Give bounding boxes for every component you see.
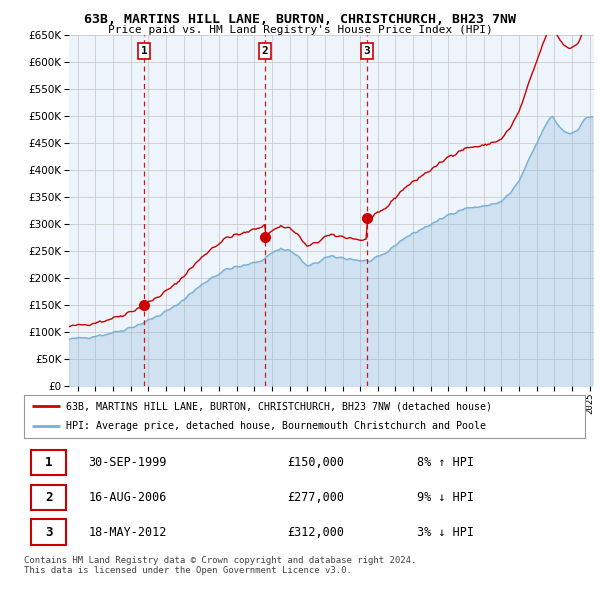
Text: 16-AUG-2006: 16-AUG-2006: [89, 490, 167, 504]
Text: 2: 2: [262, 46, 269, 56]
FancyBboxPatch shape: [31, 484, 66, 510]
Text: 8% ↑ HPI: 8% ↑ HPI: [416, 455, 474, 468]
Text: 3% ↓ HPI: 3% ↓ HPI: [416, 526, 474, 539]
Text: This data is licensed under the Open Government Licence v3.0.: This data is licensed under the Open Gov…: [24, 566, 352, 575]
Text: 3: 3: [45, 526, 52, 539]
Text: 9% ↓ HPI: 9% ↓ HPI: [416, 490, 474, 504]
Text: £150,000: £150,000: [287, 455, 344, 468]
FancyBboxPatch shape: [31, 519, 66, 545]
Text: Price paid vs. HM Land Registry's House Price Index (HPI): Price paid vs. HM Land Registry's House …: [107, 25, 493, 35]
Text: 63B, MARTINS HILL LANE, BURTON, CHRISTCHURCH, BH23 7NW (detached house): 63B, MARTINS HILL LANE, BURTON, CHRISTCH…: [66, 401, 492, 411]
FancyBboxPatch shape: [31, 450, 66, 475]
Text: HPI: Average price, detached house, Bournemouth Christchurch and Poole: HPI: Average price, detached house, Bour…: [66, 421, 486, 431]
Text: £312,000: £312,000: [287, 526, 344, 539]
Text: Contains HM Land Registry data © Crown copyright and database right 2024.: Contains HM Land Registry data © Crown c…: [24, 556, 416, 565]
Text: 30-SEP-1999: 30-SEP-1999: [89, 455, 167, 468]
Text: 1: 1: [140, 46, 148, 56]
Text: 63B, MARTINS HILL LANE, BURTON, CHRISTCHURCH, BH23 7NW: 63B, MARTINS HILL LANE, BURTON, CHRISTCH…: [84, 13, 516, 26]
Text: 3: 3: [364, 46, 370, 56]
Text: 1: 1: [45, 455, 52, 468]
Text: 2: 2: [45, 490, 52, 504]
Text: 18-MAY-2012: 18-MAY-2012: [89, 526, 167, 539]
Text: £277,000: £277,000: [287, 490, 344, 504]
